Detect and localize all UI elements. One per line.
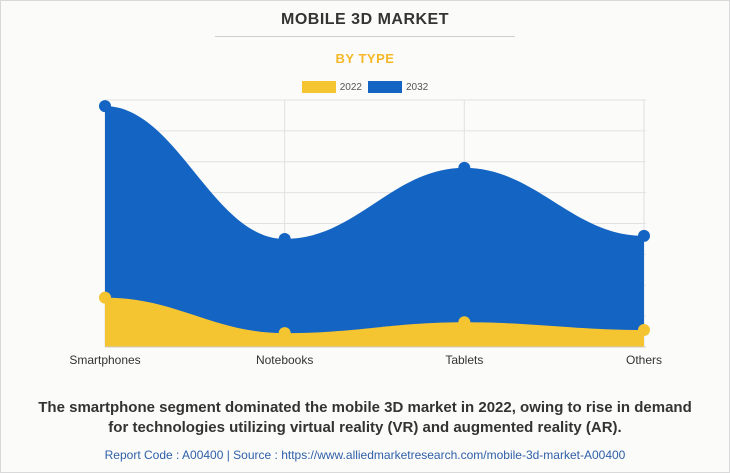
point-2032-tablets bbox=[458, 161, 471, 174]
point-2032-smartphones bbox=[99, 100, 111, 113]
legend-label-2032: 2032 bbox=[406, 81, 429, 93]
chart-subtitle: BY TYPE bbox=[335, 51, 395, 66]
x-tick-label-smartphones: Smartphones bbox=[69, 353, 140, 367]
legend-label-2022: 2022 bbox=[339, 81, 362, 93]
description-line-2: for technologies utilizing virtual reali… bbox=[108, 419, 622, 436]
point-2022-tablets bbox=[458, 316, 471, 329]
point-2032-others bbox=[638, 229, 650, 242]
point-2022-notebooks bbox=[278, 327, 291, 340]
area-series-2032 bbox=[105, 106, 644, 347]
legend-swatch-2032 bbox=[368, 81, 402, 93]
point-2022-smartphones bbox=[99, 291, 111, 304]
legend-item-2022[interactable]: 2022 bbox=[301, 81, 362, 93]
legend-item-2032[interactable]: 2032 bbox=[368, 81, 428, 93]
legend-swatch-2022 bbox=[301, 81, 336, 93]
legend: 2022 2032 bbox=[0, 80, 730, 94]
x-tick-label-others: Others bbox=[626, 353, 662, 367]
chart-title: MOBILE 3D MARKET bbox=[281, 11, 449, 28]
point-2032-notebooks bbox=[278, 232, 291, 245]
point-2022-others bbox=[638, 324, 650, 337]
x-tick-label-tablets: Tablets bbox=[445, 353, 483, 367]
area-series-2022 bbox=[105, 297, 644, 347]
source-citation[interactable]: Report Code : A00400 | Source : https://… bbox=[104, 448, 626, 462]
description-line-1: The smartphone segment dominated the mob… bbox=[38, 399, 692, 416]
title-divider bbox=[215, 36, 515, 37]
x-tick-label-notebooks: Notebooks bbox=[256, 353, 313, 367]
chart-description: The smartphone segment dominated the mob… bbox=[0, 398, 730, 438]
